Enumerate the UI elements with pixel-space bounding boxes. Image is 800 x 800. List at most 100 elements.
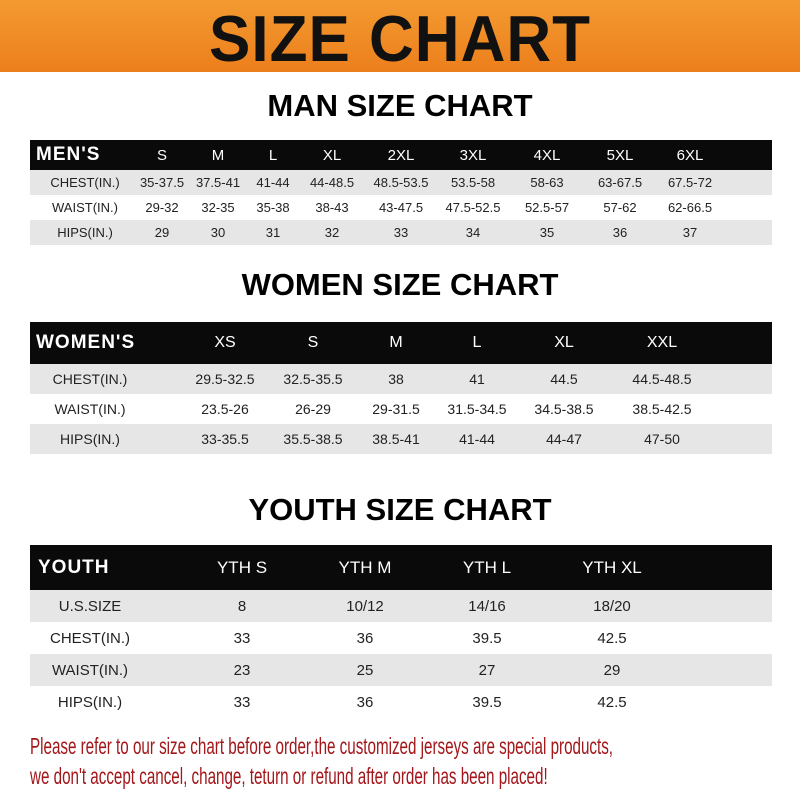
table-row: WAIST(IN.) 23 25 27 29 <box>30 654 772 686</box>
size-header-cell: 6XL <box>676 146 704 164</box>
table-cell: 14/16 <box>468 597 506 615</box>
table-cell: 34.5-38.5 <box>534 401 594 417</box>
row-label: WAIST(IN.) <box>51 661 129 679</box>
table-cell: 67.5-72 <box>667 175 713 190</box>
table-cell: 33-35.5 <box>201 431 249 447</box>
table-title-cell: MEN'S <box>36 144 101 165</box>
women-section-title: WOMEN SIZE CHART <box>241 267 559 302</box>
table-cell: 39.5 <box>472 629 502 647</box>
notice-line-1: Please refer to our size chart before or… <box>30 733 614 759</box>
table-cell: 25 <box>356 661 374 679</box>
row-label: CHEST(IN.) <box>52 371 128 387</box>
size-header-cell: 5XL <box>606 146 634 164</box>
size-header-cell: S <box>307 334 319 351</box>
row-label: HIPS(IN.) <box>57 693 123 711</box>
table-cell: 29-31.5 <box>372 401 420 417</box>
table-cell: 42.5 <box>597 629 627 647</box>
table-cell: 32.5-35.5 <box>283 371 343 387</box>
table-cell: 47-50 <box>644 431 680 447</box>
men-size-table: MEN'S S M L XL 2XL 3XL 4XL 5XL 6XL CHEST(IN.) 35-37… <box>30 140 772 245</box>
table-cell: 33 <box>393 225 409 240</box>
table-cell: 10/12 <box>346 597 384 615</box>
table-cell: 44.5-48.5 <box>632 371 692 387</box>
size-header-cell: 4XL <box>533 146 561 164</box>
table-cell: 36 <box>356 693 374 711</box>
size-header-cell: YTH S <box>216 557 268 577</box>
table-row: WAIST(IN.) 23.5-26 26-29 29-31.5 31.5-34.5 34… <box>30 394 772 424</box>
size-header-cell: S <box>156 146 168 164</box>
row-label: WAIST(IN.) <box>54 401 126 417</box>
table-row: CHEST(IN.) 35-37.5 37.5-41 41-44 44-48.5 48.5… <box>30 170 772 195</box>
table-cell: 37 <box>682 225 698 240</box>
table-cell: 44-47 <box>546 431 582 447</box>
table-cell: 63-67.5 <box>597 175 643 190</box>
size-header-cell: XL <box>554 334 574 351</box>
table-cell: 32 <box>324 225 340 240</box>
table-cell: 62-66.5 <box>667 200 713 215</box>
table-cell: 37.5-41 <box>195 175 241 190</box>
table-cell: 48.5-53.5 <box>373 175 429 190</box>
table-cell: 18/20 <box>593 597 631 615</box>
row-label: WAIST(IN.) <box>52 200 118 215</box>
table-title-cell: YOUTH <box>38 556 110 578</box>
table-cell: 26-29 <box>295 401 331 417</box>
table-cell: 41 <box>469 371 485 387</box>
table-cell: 44.5 <box>550 371 578 387</box>
page-title: SIZE CHART <box>209 3 591 76</box>
table-cell: 29 <box>603 661 621 679</box>
table-cell: 30 <box>210 225 226 240</box>
table-cell: 52.5-57 <box>524 200 570 215</box>
table-header-row: YOUTH YTH S YTH M YTH L YTH XL <box>30 545 772 590</box>
table-header-row: MEN'S S M L XL 2XL 3XL 4XL 5XL 6XL <box>30 140 772 170</box>
table-cell: 27 <box>478 661 496 679</box>
size-header-cell: M <box>389 334 403 351</box>
table-cell: 33 <box>233 693 251 711</box>
row-label: CHEST(IN.) <box>50 629 130 647</box>
youth-size-table: YOUTH YTH S YTH M YTH L YTH XL U.S.SIZE 8 10/12… <box>30 545 772 718</box>
table-cell: 29 <box>154 225 170 240</box>
table-cell: 23 <box>233 661 251 679</box>
size-header-cell: XXL <box>646 334 678 351</box>
size-header-cell: YTH XL <box>582 557 642 577</box>
table-cell: 38 <box>388 371 404 387</box>
size-header-cell: L <box>268 146 278 164</box>
table-cell: 35.5-38.5 <box>283 431 343 447</box>
size-header-cell: XS <box>214 334 236 351</box>
table-cell: 38-43 <box>315 200 349 215</box>
table-cell: 39.5 <box>472 693 502 711</box>
size-header-cell: L <box>472 334 482 351</box>
row-label: HIPS(IN.) <box>60 431 120 447</box>
women-size-table: WOMEN'S XS S M L XL XXL CHEST(IN.) 29.5-32.5 32.5… <box>30 322 772 454</box>
row-label: CHEST(IN.) <box>50 175 120 190</box>
table-row: CHEST(IN.) 33 36 39.5 42.5 <box>30 622 772 654</box>
table-row: HIPS(IN.) 29 30 31 32 33 34 35 36 37 <box>30 220 772 245</box>
size-header-cell: YTH L <box>462 557 512 577</box>
size-header-cell: 2XL <box>387 146 415 164</box>
table-row: HIPS(IN.) 33 36 39.5 42.5 <box>30 686 772 718</box>
table-cell: 35-38 <box>256 200 290 215</box>
table-cell: 43-47.5 <box>378 200 424 215</box>
table-cell: 36 <box>612 225 628 240</box>
table-cell: 29.5-32.5 <box>195 371 255 387</box>
table-cell: 38.5-41 <box>372 431 420 447</box>
table-cell: 31 <box>265 225 281 240</box>
table-row: HIPS(IN.) 33-35.5 35.5-38.5 38.5-41 41-44 44-… <box>30 424 772 454</box>
table-cell: 35-37.5 <box>139 175 185 190</box>
size-header-cell: XL <box>322 146 342 164</box>
table-cell: 34 <box>465 225 481 240</box>
table-cell: 53.5-58 <box>450 175 496 190</box>
table-cell: 47.5-52.5 <box>445 200 501 215</box>
table-cell: 36 <box>356 629 374 647</box>
table-cell: 44-48.5 <box>309 175 355 190</box>
table-cell: 32-35 <box>201 200 235 215</box>
table-cell: 8 <box>237 597 247 615</box>
size-header-cell: YTH M <box>338 557 392 577</box>
row-label: U.S.SIZE <box>58 597 122 615</box>
table-cell: 41-44 <box>459 431 495 447</box>
row-label: HIPS(IN.) <box>57 225 113 240</box>
table-row: U.S.SIZE 8 10/12 14/16 18/20 <box>30 590 772 622</box>
youth-section-title: YOUTH SIZE CHART <box>248 492 552 527</box>
table-cell: 42.5 <box>597 693 627 711</box>
table-cell: 41-44 <box>256 175 290 190</box>
table-cell: 58-63 <box>530 175 564 190</box>
